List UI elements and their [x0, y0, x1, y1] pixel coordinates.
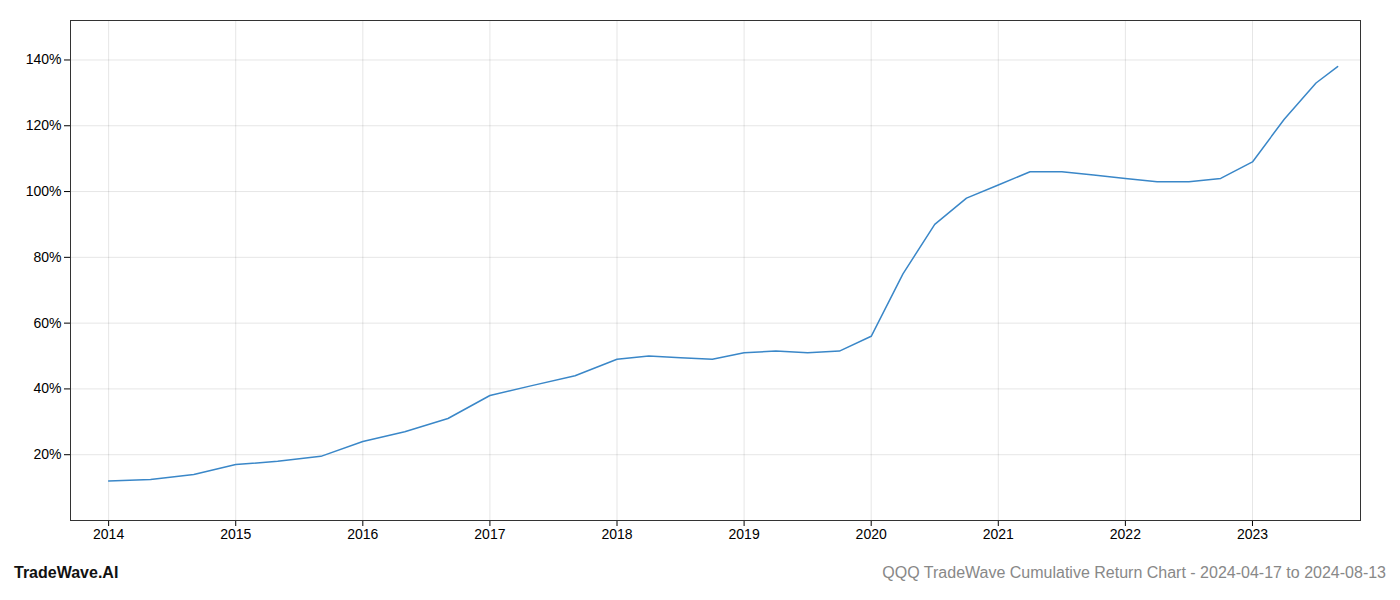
html-text:TradeWave.AI: TradeWave.AI — [14, 564, 119, 581]
svg-text:2023: 2023 — [1237, 526, 1268, 542]
svg-text:80%: 80% — [33, 249, 61, 265]
svg-text:2021: 2021 — [983, 526, 1014, 542]
svg-text:2017: 2017 — [474, 526, 505, 542]
svg-text:2022: 2022 — [1110, 526, 1141, 542]
svg-text:2018: 2018 — [601, 526, 632, 542]
svg-text:20%: 20% — [33, 446, 61, 462]
svg-text:140%: 140% — [26, 51, 62, 67]
svg-text:120%: 120% — [26, 117, 62, 133]
svg-text:100%: 100% — [26, 183, 62, 199]
svg-text:2019: 2019 — [729, 526, 760, 542]
html-text:QQQ TradeWave Cumulative Retur: QQQ TradeWave Cumulative Return Chart - … — [882, 564, 1386, 581]
svg-text:2016: 2016 — [347, 526, 378, 542]
svg-text:2015: 2015 — [220, 526, 251, 542]
svg-text:2014: 2014 — [93, 526, 124, 542]
svg-text:40%: 40% — [33, 380, 61, 396]
svg-text:60%: 60% — [33, 315, 61, 331]
svg-text:2020: 2020 — [856, 526, 887, 542]
